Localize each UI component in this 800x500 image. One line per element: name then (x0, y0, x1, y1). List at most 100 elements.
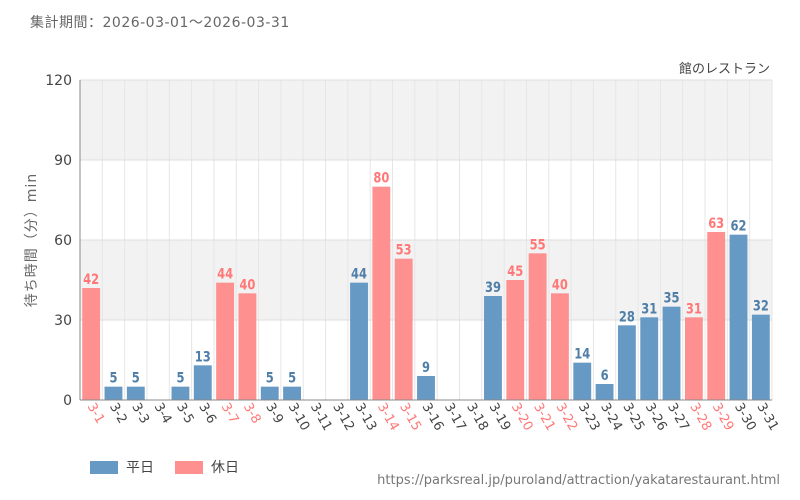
x-tick-label: 3-14 (374, 401, 402, 434)
x-tick-label: 3-29 (709, 401, 737, 434)
source-url: https://parksreal.jp/puroland/attraction… (377, 473, 780, 488)
data-label: 5 (288, 371, 296, 387)
data-label: 39 (485, 280, 501, 296)
legend-swatch-weekday (90, 460, 118, 474)
data-label: 44 (351, 267, 367, 283)
period-label: 集計期間：2026-03-01～2026-03-31 (30, 15, 290, 31)
bar (372, 186, 391, 400)
data-label: 5 (109, 371, 117, 387)
bar-chart: 0306090120423-153-253-33-453-5133-6443-7… (24, 62, 781, 434)
bar (394, 258, 413, 400)
x-tick-label: 3-20 (508, 401, 536, 434)
x-tick-label: 3-16 (419, 401, 447, 434)
bar (484, 296, 502, 400)
x-tick-label: 3-23 (575, 401, 603, 434)
legend: 休日 (175, 457, 239, 477)
x-tick-label: 3-10 (285, 401, 313, 434)
x-tick-label: 3-24 (597, 401, 625, 434)
x-tick-label: 3-27 (664, 401, 692, 434)
y-tick-label: 30 (54, 313, 72, 329)
data-label: 55 (530, 237, 546, 253)
data-label: 80 (373, 171, 389, 187)
x-tick-label: 3-17 (441, 401, 469, 434)
data-label: 44 (217, 267, 233, 283)
bar (707, 232, 726, 400)
data-label: 62 (731, 219, 747, 235)
y-tick-label: 0 (63, 393, 72, 409)
bar (417, 376, 435, 400)
data-label: 32 (753, 299, 769, 315)
bar (662, 306, 681, 400)
chart-title: 館のレストラン (679, 62, 770, 77)
x-tick-label: 3-12 (329, 401, 357, 434)
x-tick-label: 3-7 (218, 401, 242, 427)
x-tick-label: 3-3 (128, 401, 152, 427)
data-label: 5 (176, 371, 184, 387)
data-label: 28 (619, 309, 635, 325)
data-label: 42 (83, 272, 99, 288)
background-band (80, 160, 772, 240)
x-tick-label: 3-1 (84, 401, 108, 427)
bar (551, 293, 569, 400)
bar (350, 282, 368, 400)
x-tick-label: 3-8 (240, 401, 264, 427)
x-tick-label: 3-5 (173, 401, 197, 427)
bar (751, 314, 770, 400)
background-band (80, 80, 772, 160)
bar (260, 386, 279, 400)
bar (193, 365, 212, 400)
bar (238, 293, 257, 400)
data-label: 31 (641, 301, 657, 317)
x-tick-label: 3-21 (530, 401, 558, 434)
x-tick-label: 3-2 (106, 401, 130, 427)
x-tick-label: 3-30 (731, 401, 759, 434)
data-label: 6 (601, 368, 609, 384)
x-tick-label: 3-19 (486, 401, 514, 434)
data-label: 14 (574, 347, 590, 363)
x-tick-label: 3-9 (262, 401, 286, 427)
legend-label-holiday: 休日 (211, 460, 239, 476)
data-label: 13 (195, 349, 211, 365)
bar (216, 282, 235, 400)
x-tick-label: 3-22 (552, 401, 580, 434)
legend: 平日 (90, 457, 154, 477)
data-label: 5 (132, 371, 140, 387)
y-tick-label: 60 (54, 233, 72, 249)
x-tick-label: 3-28 (686, 401, 714, 434)
bar (617, 325, 636, 400)
y-axis-label: 待ち時間（分）min (24, 173, 40, 307)
legend-label-weekday: 平日 (126, 460, 154, 476)
bar (528, 253, 547, 400)
bar (729, 234, 748, 400)
data-label: 31 (686, 301, 702, 317)
bar (506, 280, 525, 400)
bar (171, 386, 190, 400)
x-tick-label: 3-26 (642, 401, 670, 434)
data-label: 9 (422, 360, 430, 376)
x-tick-label: 3-4 (151, 401, 175, 427)
y-tick-label: 90 (54, 153, 72, 169)
x-tick-label: 3-6 (195, 401, 219, 427)
data-label: 40 (239, 277, 255, 293)
bar (684, 317, 703, 400)
x-tick-label: 3-18 (463, 401, 491, 434)
bar (82, 288, 101, 400)
bar (283, 386, 301, 400)
bar (573, 362, 592, 400)
legend-swatch-holiday (175, 460, 203, 474)
y-tick-label: 120 (45, 73, 72, 89)
bar (595, 384, 614, 400)
data-label: 53 (396, 243, 412, 259)
bar (104, 386, 123, 400)
bar (640, 317, 659, 400)
x-tick-label: 3-25 (619, 401, 647, 434)
data-label: 63 (708, 216, 724, 232)
background-band (80, 240, 772, 320)
bar (126, 386, 145, 400)
x-tick-label: 3-11 (307, 401, 335, 434)
data-label: 35 (664, 291, 680, 307)
x-tick-label: 3-15 (396, 401, 424, 434)
x-tick-label: 3-31 (753, 401, 781, 434)
data-label: 5 (266, 371, 274, 387)
data-label: 45 (507, 264, 523, 280)
